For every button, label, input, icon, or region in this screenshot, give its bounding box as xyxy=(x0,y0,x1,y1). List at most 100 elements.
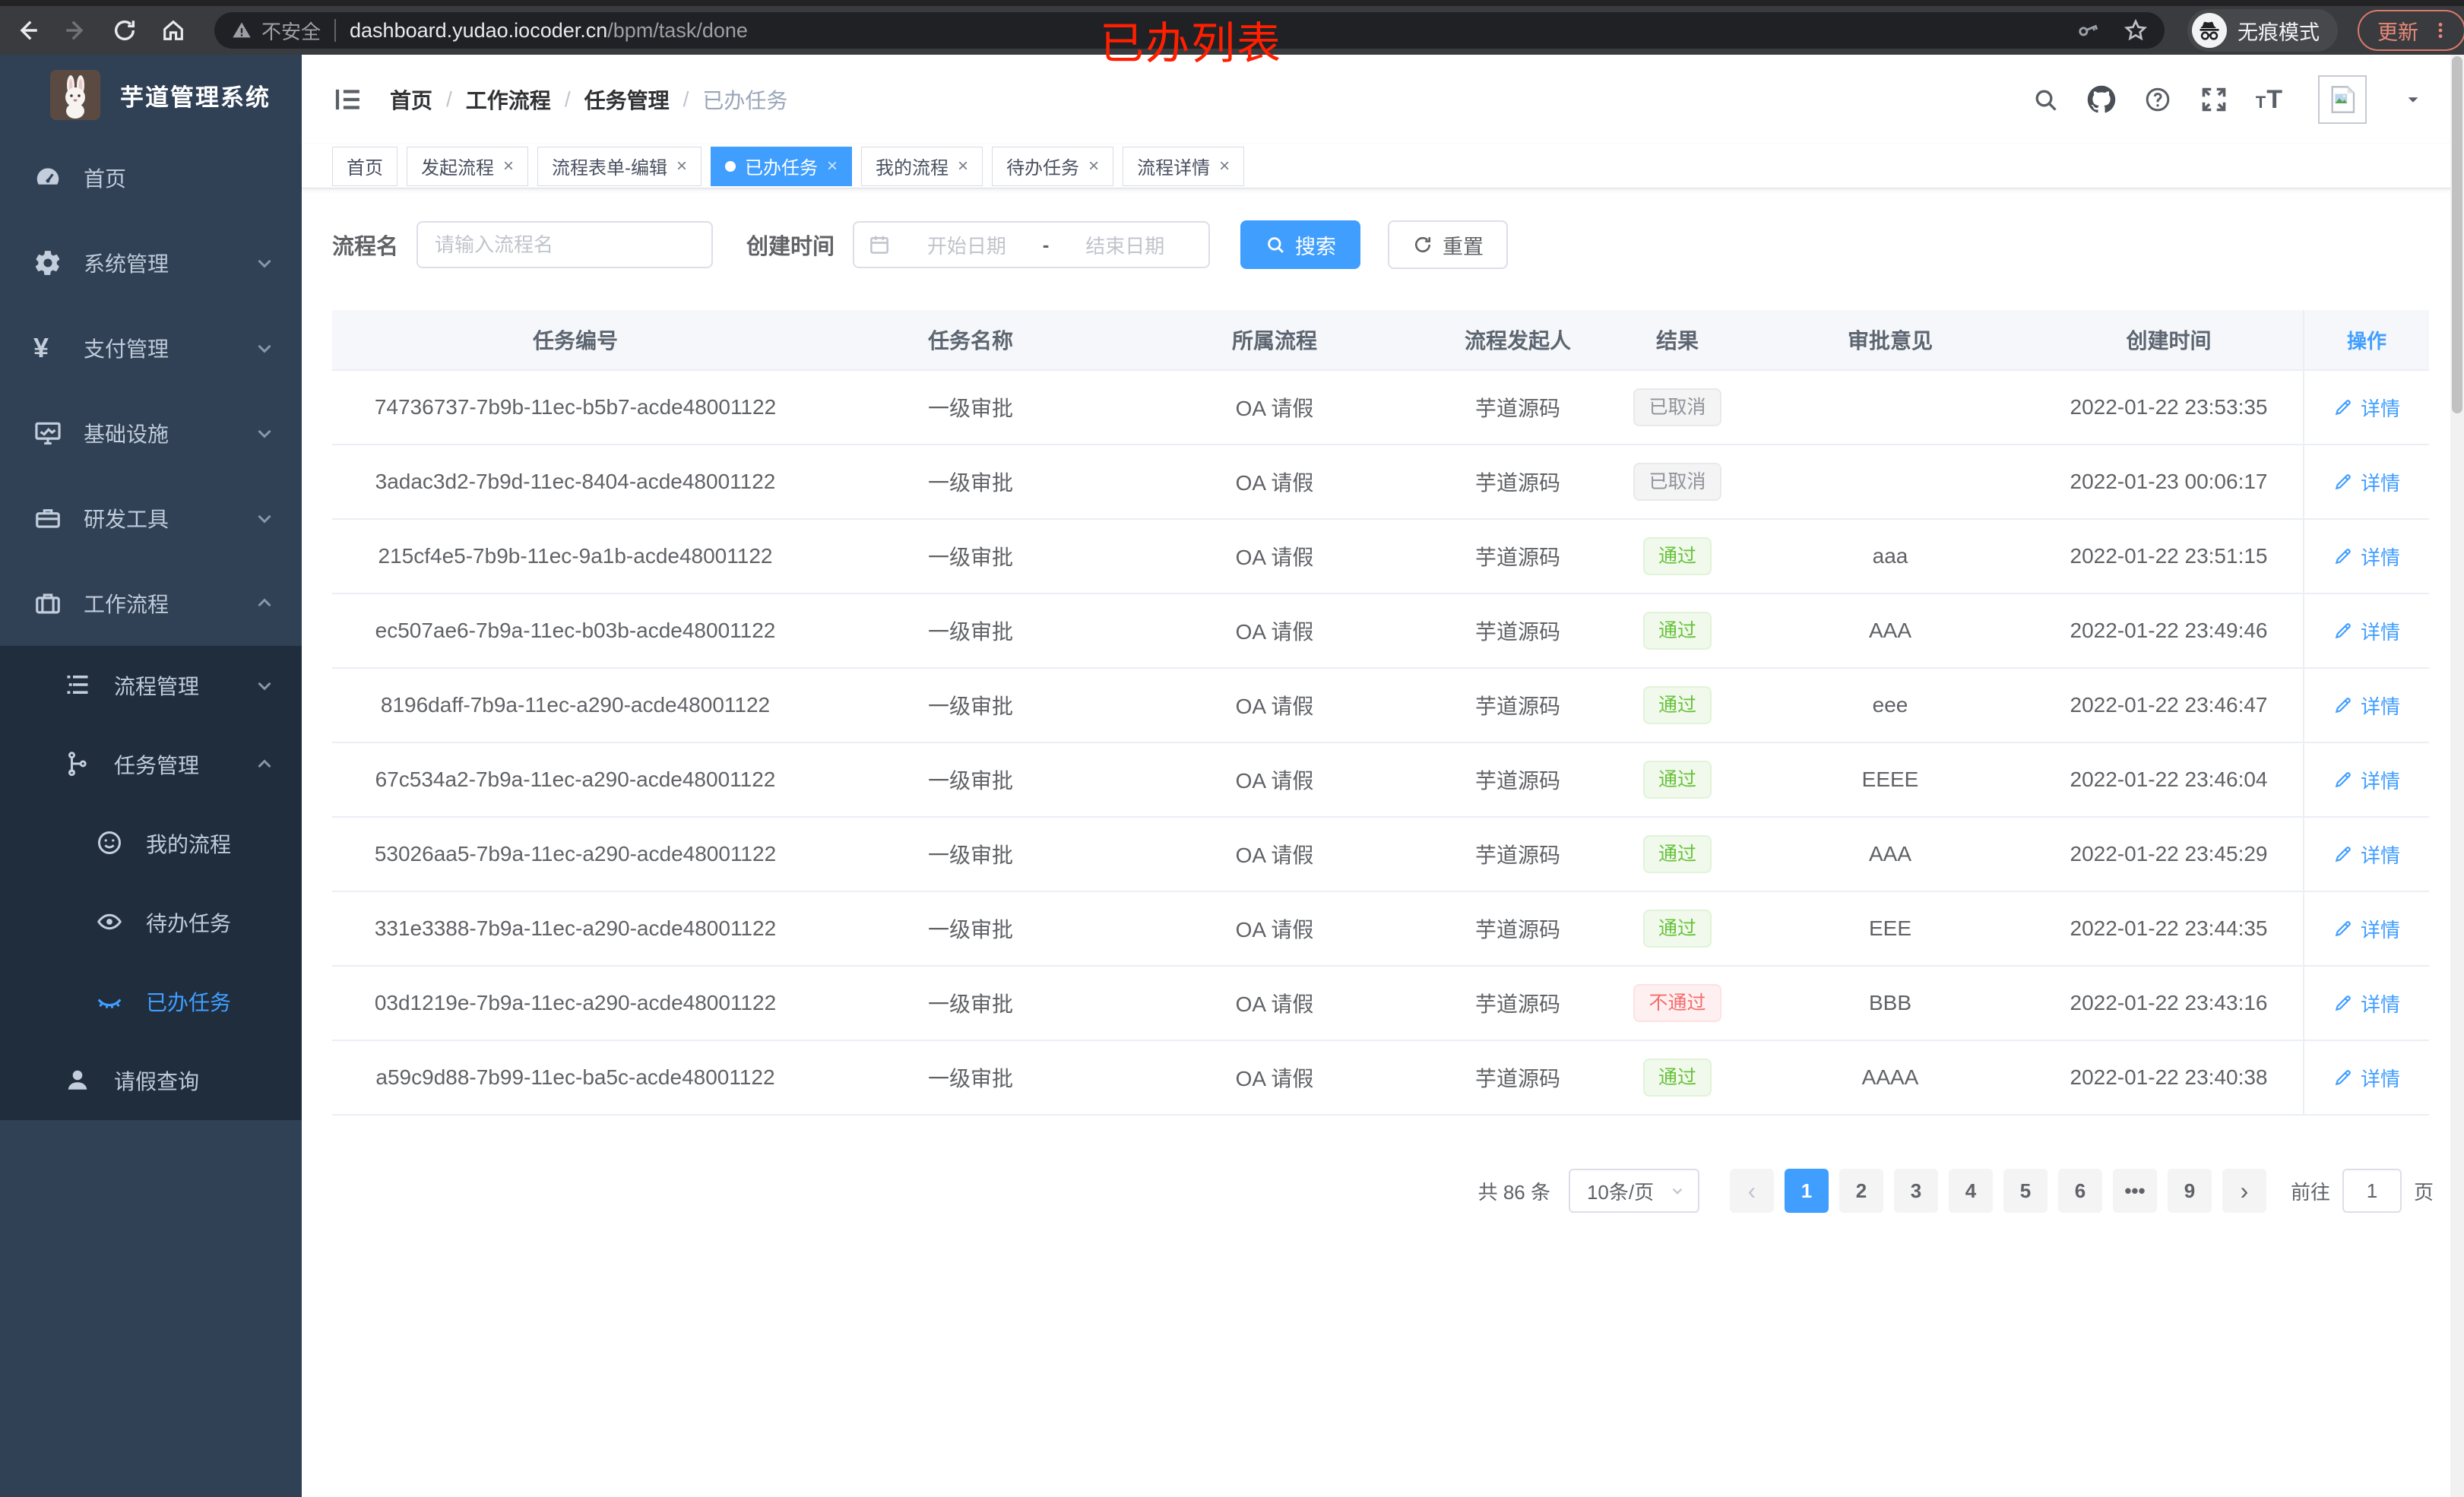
user-icon xyxy=(64,1066,93,1095)
approve-opinion: AAA xyxy=(1868,842,1912,866)
fullscreen-icon[interactable] xyxy=(2200,85,2228,114)
sidebar-item-task-mgmt[interactable]: 任务管理 xyxy=(0,725,302,804)
breadcrumb-item[interactable]: 任务管理 xyxy=(584,89,670,112)
workflow-submenu: 流程管理 任务管理 我的流程 待办任务 已办任务 请假查询 xyxy=(0,646,302,1120)
tab-close-icon[interactable]: × xyxy=(958,155,969,176)
page-button-9[interactable]: 9 xyxy=(2167,1169,2212,1213)
sidebar-item-done-task[interactable]: 已办任务 xyxy=(0,962,302,1041)
process-name: OA 请假 xyxy=(1235,1067,1314,1090)
detail-link[interactable]: 详情 xyxy=(2303,594,2429,667)
tab-首页[interactable]: 首页 xyxy=(332,146,397,186)
sidebar-item-devtools[interactable]: 研发工具 xyxy=(0,476,302,561)
sidebar-item-process-mgmt[interactable]: 流程管理 xyxy=(0,646,302,725)
tab-close-icon[interactable]: × xyxy=(1088,155,1100,176)
detail-link[interactable]: 详情 xyxy=(2303,520,2429,593)
tab-我的流程[interactable]: 我的流程 × xyxy=(861,146,983,186)
task-id: 331e3388-7b9a-11ec-a290-acde48001122 xyxy=(374,916,777,940)
page-button-6[interactable]: 6 xyxy=(2057,1169,2102,1213)
table-header-row: 任务编号 任务名称 所属流程 流程发起人 结果 审批意见 创建时间 操作 xyxy=(332,310,2429,371)
tab-待办任务[interactable]: 待办任务 × xyxy=(992,146,1114,186)
page-button-5[interactable]: 5 xyxy=(2003,1169,2048,1213)
sidebar-toggle-hamburger-icon[interactable] xyxy=(332,84,364,116)
update-label: 更新 xyxy=(2377,21,2418,44)
page-button-1[interactable]: 1 xyxy=(1784,1169,1829,1213)
refresh-icon xyxy=(1415,236,1431,253)
tab-close-icon[interactable]: × xyxy=(1219,155,1230,176)
sidebar-item-payment[interactable]: ¥ 支付管理 xyxy=(0,305,302,391)
incognito-label: 无痕模式 xyxy=(2238,21,2320,44)
next-page-button[interactable]: › xyxy=(2222,1169,2266,1213)
detail-link[interactable]: 详情 xyxy=(2303,818,2429,891)
process-starter: 芋道源码 xyxy=(1474,695,1560,718)
task-id: 8196daff-7b9a-11ec-a290-acde48001122 xyxy=(380,693,771,717)
address-bar[interactable]: 不安全 dashboard.yudao.iocoder.cn/bpm/task/… xyxy=(214,12,2165,49)
detail-link[interactable]: 详情 xyxy=(2303,967,2429,1040)
bookmark-star-icon[interactable] xyxy=(2124,18,2148,43)
process-name: OA 请假 xyxy=(1235,992,1314,1016)
detail-link[interactable]: 详情 xyxy=(2303,743,2429,816)
tab-close-icon[interactable]: × xyxy=(827,155,838,176)
page-button-4[interactable]: 4 xyxy=(1948,1169,1993,1213)
sidebar-item-leave-query[interactable]: 请假查询 xyxy=(0,1041,302,1120)
detail-link[interactable]: 详情 xyxy=(2303,892,2429,965)
avatar-caret-down-icon[interactable] xyxy=(2405,91,2421,108)
pager-ellipsis[interactable]: ••• xyxy=(2112,1169,2157,1213)
sidebar-item-workflow[interactable]: 工作流程 xyxy=(0,561,302,646)
detail-label: 详情 xyxy=(2360,546,2400,569)
sidebar-item-infra[interactable]: 基础设施 xyxy=(0,391,302,476)
breadcrumb-item[interactable]: 首页 xyxy=(390,89,433,112)
search-icon[interactable] xyxy=(2031,85,2060,114)
sidebar-item-my-process[interactable]: 我的流程 xyxy=(0,804,302,883)
page-button-3[interactable]: 3 xyxy=(1893,1169,1938,1213)
create-time: 2022-01-23 00:06:17 xyxy=(2070,470,2268,493)
detail-link[interactable]: 详情 xyxy=(2303,371,2429,444)
sidebar-item-system[interactable]: 系统管理 xyxy=(0,220,302,305)
detail-link[interactable]: 详情 xyxy=(2303,1041,2429,1114)
browser-home-button[interactable] xyxy=(152,9,195,52)
create-time-range-picker[interactable]: 开始日期 - 结束日期 xyxy=(853,221,1211,268)
browser-update-button[interactable]: 更新 xyxy=(2358,10,2464,51)
sidebar-item-todo-task[interactable]: 待办任务 xyxy=(0,883,302,962)
process-name-input-field[interactable] xyxy=(435,233,695,257)
tab-流程表单-编辑[interactable]: 流程表单-编辑 × xyxy=(537,146,702,186)
passwords-key-icon[interactable] xyxy=(2076,18,2101,43)
tab-流程详情[interactable]: 流程详情 × xyxy=(1123,146,1245,186)
font-size-icon[interactable]: TT xyxy=(2255,84,2283,114)
detail-link[interactable]: 详情 xyxy=(2303,445,2429,518)
create-time-label: 创建时间 xyxy=(746,235,835,259)
process-name-input[interactable] xyxy=(416,221,714,268)
table-row: 215cf4e5-7b9b-11ec-9a1b-acde48001122 一级审… xyxy=(332,520,2429,594)
task-id: 03d1219e-7b9a-11ec-a290-acde48001122 xyxy=(374,991,777,1014)
tab-已办任务[interactable]: 已办任务 × xyxy=(711,146,853,186)
page-scrollbar-thumb[interactable] xyxy=(2452,56,2462,413)
create-time: 2022-01-22 23:43:16 xyxy=(2070,991,2268,1014)
goto-page-input[interactable] xyxy=(2342,1169,2402,1213)
prev-page-button[interactable]: ‹ xyxy=(1729,1169,1774,1213)
process-name: OA 请假 xyxy=(1235,769,1314,793)
sidebar-logo-row[interactable]: 芋道管理系统 xyxy=(0,55,302,135)
browser-reload-button[interactable] xyxy=(103,9,146,52)
detail-label: 详情 xyxy=(2360,620,2400,644)
tab-label: 首页 xyxy=(347,158,383,179)
reset-button[interactable]: 重置 xyxy=(1388,220,1509,269)
help-question-icon[interactable] xyxy=(2143,85,2172,114)
face-icon xyxy=(96,829,125,858)
sidebar-item-home[interactable]: 首页 xyxy=(0,135,302,220)
browser-forward-button[interactable] xyxy=(55,9,97,52)
task-id: 74736737-7b9b-11ec-b5b7-acde48001122 xyxy=(374,395,777,419)
github-icon[interactable] xyxy=(2087,85,2116,114)
avatar[interactable] xyxy=(2318,75,2367,124)
tab-close-icon[interactable]: × xyxy=(503,155,515,176)
table-row: 53026aa5-7b9a-11ec-a290-acde48001122 一级审… xyxy=(332,818,2429,892)
browser-back-button[interactable] xyxy=(6,9,49,52)
process-starter: 芋道源码 xyxy=(1474,471,1560,495)
result-tag: 通过 xyxy=(1642,612,1712,650)
breadcrumb-item[interactable]: 工作流程 xyxy=(465,89,551,112)
tab-close-icon[interactable]: × xyxy=(676,155,688,176)
detail-link[interactable]: 详情 xyxy=(2303,669,2429,742)
page-size-select[interactable]: 10条/页 xyxy=(1568,1169,1699,1213)
page-button-2[interactable]: 2 xyxy=(1838,1169,1883,1213)
annotation-done-list-text: 已办列表 xyxy=(1100,19,1283,68)
tab-发起流程[interactable]: 发起流程 × xyxy=(407,146,529,186)
search-button[interactable]: 搜索 xyxy=(1240,220,1361,269)
